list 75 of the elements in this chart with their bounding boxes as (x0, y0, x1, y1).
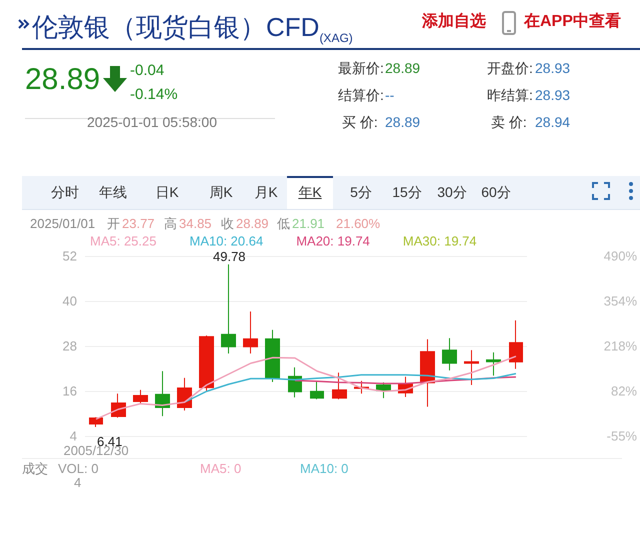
y2-tick-label: 218% (604, 338, 638, 354)
text: 最新价: (338, 60, 384, 77)
candlestick (265, 329, 280, 382)
candlestick (420, 338, 435, 408)
text: -0.04 (130, 62, 164, 80)
text: 月K (254, 184, 278, 201)
text: 60分 (481, 184, 511, 201)
text: 昨结算: (487, 87, 533, 104)
text: MA10: 20.64 (189, 234, 264, 248)
text: 28.93 (535, 60, 570, 77)
text: 在APP中查看 (524, 12, 621, 32)
text: 34.85 (179, 216, 212, 232)
text: 低 (277, 216, 290, 232)
text: 28.89 (385, 60, 420, 77)
y-tick-label: 52 (62, 248, 77, 264)
y-tick-label: 16 (62, 384, 77, 398)
text: 28.89 (385, 114, 420, 131)
y-tick-label: 4 (70, 428, 77, 444)
text: 周K (209, 184, 233, 201)
chart-title: 伦敦银（现货白银）CFD$_{(XAG)}$ (32, 11, 353, 46)
candlestick (442, 338, 457, 371)
candlestick (155, 370, 170, 417)
text: 成交 (22, 461, 48, 477)
text: 年K (298, 184, 322, 201)
legend-label: MA30: 19.74 (402, 234, 477, 248)
text: 21.91 (292, 216, 325, 232)
candlestick (199, 335, 214, 392)
y-tick-label: 28 (62, 338, 77, 354)
text: 高 (164, 216, 177, 232)
text: 23.77 (122, 216, 155, 232)
text: 28.89 (25, 62, 100, 98)
text: MA20: 19.74 (296, 234, 370, 248)
text: MA5: 25.25 (90, 234, 156, 248)
y2-tick-label: 354% (604, 293, 638, 308)
text: 15分 (392, 184, 422, 201)
text: MA5: 0 (200, 461, 242, 477)
text: 2025/01/01 (30, 216, 96, 232)
line-series (184, 372, 517, 403)
line-series (95, 356, 517, 420)
candlestick (221, 264, 236, 354)
text: 2025-01-01 05:58:00 (87, 114, 217, 131)
text: 卖 价: (491, 114, 527, 131)
text: 开盘价: (487, 60, 533, 77)
y2-tick-label: 82% (610, 383, 638, 398)
text: 开 (107, 216, 120, 232)
candlestick (332, 372, 347, 400)
text: 分时 (51, 184, 79, 201)
text: MA10: 0 (300, 461, 348, 477)
text: 21.60% (336, 216, 380, 232)
text: VOL: 0 (58, 461, 98, 477)
text: -0.14% (130, 86, 178, 104)
candlestick (464, 350, 479, 386)
y2-tick-label: 490% (604, 248, 638, 264)
y-tick-label: 40 (62, 294, 77, 308)
text: 收 (221, 216, 234, 232)
text: 5分 (350, 184, 372, 201)
candlestick (509, 320, 523, 370)
annotation: 49.78 (213, 249, 246, 265)
text: 28.94 (535, 114, 570, 131)
text: 日K (155, 184, 179, 201)
candlestick (310, 382, 324, 400)
candlestick (243, 311, 258, 354)
line-series (294, 376, 517, 384)
text: -- (385, 87, 394, 104)
text: 28.93 (535, 87, 570, 104)
text: 28.89 (236, 216, 269, 232)
candlestick (486, 352, 501, 376)
text: 年线 (99, 184, 127, 201)
text: 添加自选 (422, 12, 486, 32)
text: 结算价: (338, 87, 384, 104)
candlestick (133, 389, 148, 404)
y2-tick-label: -55% (606, 428, 638, 444)
text: 30分 (437, 184, 467, 201)
candlestick (89, 416, 103, 428)
text: 买 价: (342, 114, 378, 131)
